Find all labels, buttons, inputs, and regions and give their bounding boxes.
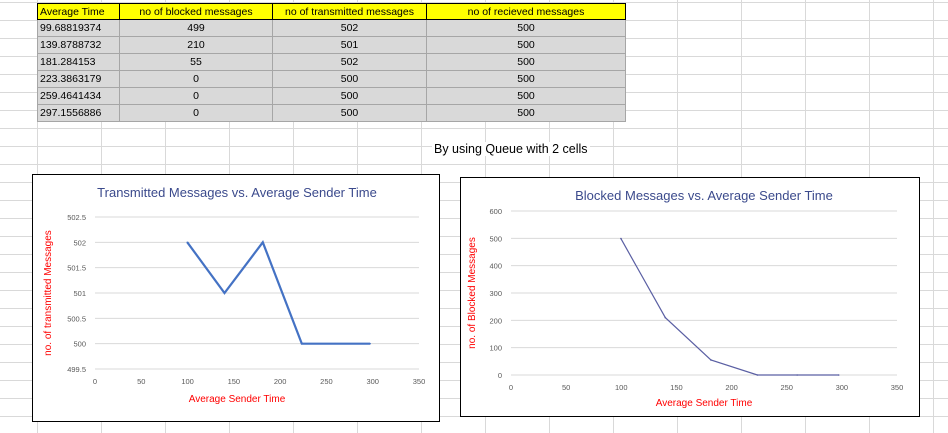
data-point xyxy=(223,292,226,294)
table-cell[interactable]: 500 xyxy=(426,104,626,122)
queue-note[interactable]: By using Queue with 2 cells xyxy=(432,142,590,156)
table-cell[interactable]: 500 xyxy=(426,70,626,88)
x-tick-label: 100 xyxy=(615,383,628,392)
table-cell[interactable]: 55 xyxy=(119,53,273,71)
table-cell[interactable]: 0 xyxy=(119,104,273,122)
blocked-chart-svg: 0 100 200 300 400 500 600 0 50 100 150 200 250 300 350… xyxy=(467,188,904,409)
table-cell[interactable]: 181.284153 xyxy=(37,53,120,71)
chart-title: Blocked Messages vs. Average Sender Time xyxy=(575,188,833,203)
x-tick-label: 0 xyxy=(509,383,513,392)
table-cell[interactable]: 502 xyxy=(272,19,427,37)
header-average-time[interactable]: Average Time xyxy=(37,3,120,20)
y-tick-label: 501 xyxy=(73,289,86,298)
data-point xyxy=(334,342,336,345)
x-tick-label: 50 xyxy=(137,377,145,386)
table-row: 139.8788732 210 501 500 xyxy=(37,36,626,54)
x-tick-label: 0 xyxy=(93,377,97,386)
table-cell[interactable]: 500 xyxy=(426,36,626,54)
table-row: 259.4641434 0 500 500 xyxy=(37,87,626,105)
x-axis-title: Average Sender Time xyxy=(189,394,286,405)
y-tick-label: 100 xyxy=(489,344,502,353)
x-tick-label: 150 xyxy=(228,377,241,386)
table-row: 297.1556886 0 500 500 xyxy=(37,104,626,122)
table-cell[interactable]: 99.68819374 xyxy=(37,19,120,37)
table-cell[interactable]: 0 xyxy=(119,87,273,105)
table-cell[interactable]: 500 xyxy=(426,87,626,105)
data-point xyxy=(620,237,622,240)
header-blocked[interactable]: no of blocked messages xyxy=(119,3,273,20)
table-cell[interactable]: 501 xyxy=(272,36,427,54)
data-point xyxy=(186,241,189,244)
table-cell[interactable]: 223.3863179 xyxy=(37,70,120,88)
table-cell[interactable]: 500 xyxy=(272,70,427,88)
table-cell[interactable]: 499 xyxy=(119,19,273,37)
x-tick-label: 200 xyxy=(274,377,287,386)
x-tick-label: 100 xyxy=(181,377,194,386)
y-axis-title: no. of Blocked Messages xyxy=(467,237,478,349)
x-tick-label: 250 xyxy=(320,377,333,386)
y-tick-label: 502 xyxy=(73,238,86,247)
x-tick-label: 350 xyxy=(413,377,426,386)
table-header-row: Average Time no of blocked messages no o… xyxy=(37,3,626,20)
series-line xyxy=(186,240,371,345)
table-cell[interactable]: 139.8788732 xyxy=(37,36,120,54)
data-point xyxy=(369,342,371,345)
x-tick-label: 150 xyxy=(670,383,683,392)
y-tick-label: 200 xyxy=(489,316,502,325)
blocked-chart[interactable]: 0 100 200 300 400 500 600 0 50 100 150 200 250 300 350… xyxy=(460,177,920,417)
x-tick-label: 250 xyxy=(780,383,793,392)
table-cell[interactable]: 500 xyxy=(426,53,626,71)
table-cell[interactable]: 502 xyxy=(272,53,427,71)
y-tick-label: 400 xyxy=(489,262,502,271)
table-cell[interactable]: 297.1556886 xyxy=(37,104,120,122)
transmitted-chart-svg: 499.5 500 500.5 501 501.5 502 502.5 0 50 100 150 20… xyxy=(43,185,426,405)
y-axis-title: no. of transmitted Messages xyxy=(43,230,54,356)
y-tick-label: 501.5 xyxy=(67,264,86,273)
table-cell[interactable]: 500 xyxy=(272,87,427,105)
table-cell[interactable]: 259.4641434 xyxy=(37,87,120,105)
header-received[interactable]: no of recieved messages xyxy=(426,3,626,20)
y-tick-label: 500 xyxy=(73,340,86,349)
x-axis-title: Average Sender Time xyxy=(656,398,753,409)
y-tick-label: 499.5 xyxy=(67,365,86,374)
x-tick-label: 300 xyxy=(366,377,379,386)
table-cell[interactable]: 0 xyxy=(119,70,273,88)
table-row: 181.284153 55 502 500 xyxy=(37,53,626,71)
series-line xyxy=(620,238,839,376)
table-cell[interactable]: 500 xyxy=(272,104,427,122)
y-tick-label: 600 xyxy=(489,207,502,216)
data-point xyxy=(710,359,712,361)
data-point xyxy=(300,342,303,345)
table-row: 99.68819374 499 502 500 xyxy=(37,19,626,37)
data-point xyxy=(262,241,264,244)
x-tick-label: 50 xyxy=(562,383,570,392)
table-cell[interactable]: 210 xyxy=(119,36,273,54)
y-tick-label: 500 xyxy=(489,234,502,243)
table-row: 223.3863179 0 500 500 xyxy=(37,70,626,88)
x-tick-label: 200 xyxy=(725,383,738,392)
header-transmitted[interactable]: no of transmitted messages xyxy=(272,3,427,20)
x-tick-label: 350 xyxy=(891,383,904,392)
table-cell[interactable]: 500 xyxy=(426,19,626,37)
transmitted-chart[interactable]: 499.5 500 500.5 501 501.5 502 502.5 0 50 100 150 20… xyxy=(32,174,440,422)
data-point xyxy=(664,316,667,319)
y-tick-label: 500.5 xyxy=(67,314,86,323)
y-tick-label: 502.5 xyxy=(67,213,86,222)
y-tick-label: 0 xyxy=(498,371,502,380)
data-point xyxy=(796,374,798,376)
chart-title: Transmitted Messages vs. Average Sender … xyxy=(97,185,377,200)
y-tick-label: 300 xyxy=(489,289,502,298)
x-tick-label: 300 xyxy=(836,383,849,392)
data-point xyxy=(837,374,840,376)
data-point xyxy=(756,374,759,376)
data-table: Average Time no of blocked messages no o… xyxy=(37,3,626,122)
